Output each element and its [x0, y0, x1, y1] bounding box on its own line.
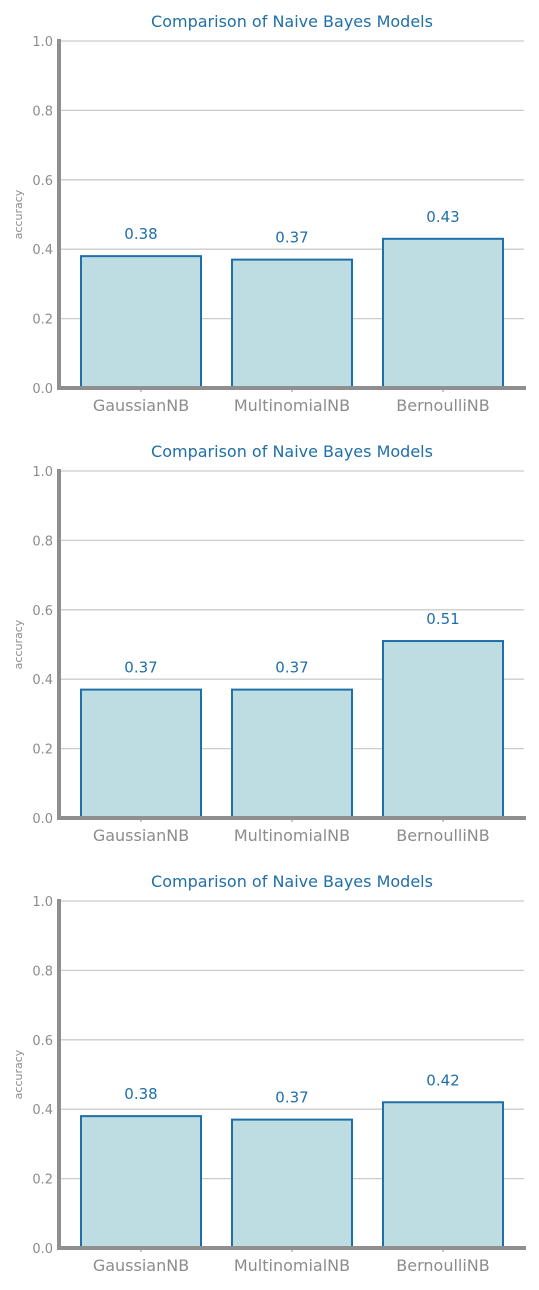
y-tick-label: 0.4	[32, 243, 53, 258]
bar	[80, 255, 202, 390]
y-axis-label: accuracy	[12, 1049, 25, 1099]
bar	[80, 688, 202, 819]
data-label: 0.38	[124, 225, 157, 243]
x-tick-label: MultinomialNB	[234, 396, 350, 415]
y-tick-label: 1.0	[32, 465, 53, 480]
x-tick-label: BernoulliNB	[396, 1256, 489, 1275]
bar	[231, 258, 353, 389]
y-tick-label: 0.6	[32, 1034, 53, 1049]
data-label: 0.42	[426, 1071, 459, 1089]
chart-title: Comparison of Naive Bayes Models	[151, 872, 433, 891]
y-tick-label: 0.0	[32, 382, 53, 397]
data-label: 0.37	[275, 659, 308, 677]
y-tick-label: 0.6	[32, 604, 53, 619]
data-label: 0.37	[124, 659, 157, 677]
bar	[231, 1118, 353, 1249]
data-label: 0.37	[275, 1089, 308, 1107]
y-tick-label: 0.8	[32, 104, 53, 119]
y-tick-label: 0.4	[32, 673, 53, 688]
y-tick-label: 0.2	[32, 313, 53, 328]
y-tick-label: 0.0	[32, 1242, 53, 1257]
y-tick-label: 0.4	[32, 1103, 53, 1118]
data-label: 0.51	[426, 610, 459, 628]
bar	[231, 688, 353, 819]
y-tick-label: 0.2	[32, 1173, 53, 1188]
y-axis-label: accuracy	[12, 619, 25, 669]
bar	[382, 237, 504, 389]
x-tick-label: MultinomialNB	[234, 1256, 350, 1275]
x-tick-label: GaussianNB	[93, 1256, 189, 1275]
bar	[382, 640, 504, 820]
y-tick-label: 0.6	[32, 174, 53, 189]
x-tick-label: GaussianNB	[93, 396, 189, 415]
data-label: 0.38	[124, 1085, 157, 1103]
bar	[80, 1115, 202, 1250]
chart-title: Comparison of Naive Bayes Models	[151, 12, 433, 31]
y-tick-label: 0.0	[32, 812, 53, 827]
y-tick-label: 1.0	[32, 895, 53, 910]
x-tick-label: BernoulliNB	[396, 826, 489, 845]
data-label: 0.43	[426, 208, 459, 226]
chart-title: Comparison of Naive Bayes Models	[151, 442, 433, 461]
bar	[382, 1101, 504, 1250]
x-tick-label: MultinomialNB	[234, 826, 350, 845]
x-tick-label: GaussianNB	[93, 826, 189, 845]
y-tick-label: 0.2	[32, 743, 53, 758]
y-axis-label: accuracy	[12, 189, 25, 239]
x-tick-label: BernoulliNB	[396, 396, 489, 415]
y-tick-label: 1.0	[32, 35, 53, 50]
data-label: 0.37	[275, 229, 308, 247]
y-tick-label: 0.8	[32, 964, 53, 979]
y-tick-label: 0.8	[32, 534, 53, 549]
